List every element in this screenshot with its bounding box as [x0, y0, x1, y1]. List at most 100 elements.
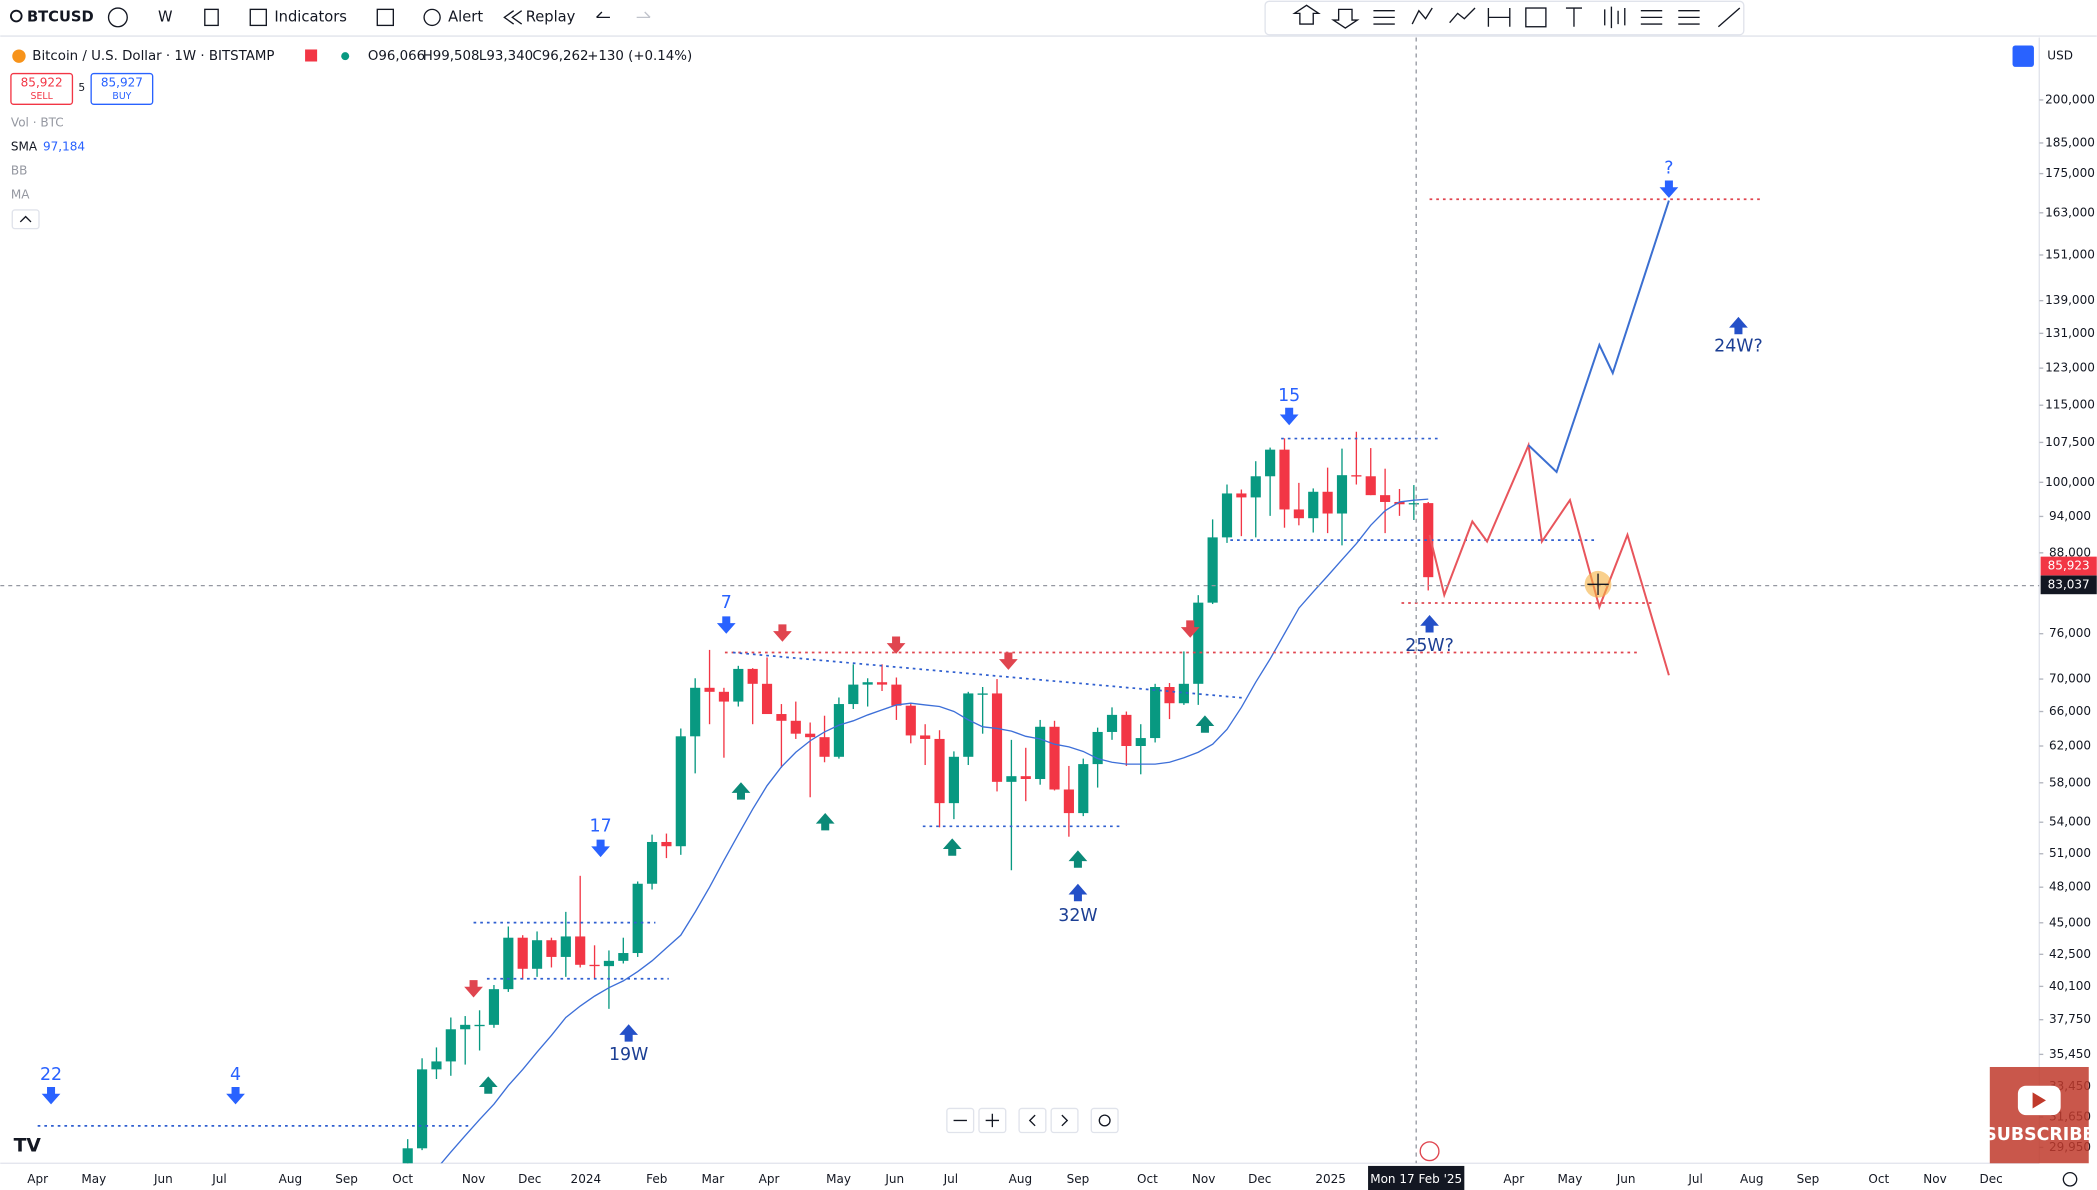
- arrow-up: [478, 1076, 498, 1094]
- candle-body: [1020, 776, 1031, 780]
- candle-body: [776, 714, 787, 721]
- y-tick-label: 58,000: [2049, 775, 2091, 789]
- candle-body: [690, 687, 701, 737]
- buy-button[interactable]: [90, 72, 154, 105]
- x-tick-label: Nov: [1923, 1172, 1946, 1186]
- candle-body: [460, 1024, 471, 1030]
- annotation: 4: [230, 1065, 241, 1085]
- x-tick-label: Feb: [646, 1172, 667, 1186]
- spread: 5: [78, 81, 85, 94]
- annotation: 7: [721, 593, 732, 613]
- scroll-right[interactable]: [1050, 1107, 1079, 1134]
- candle-body: [1121, 714, 1132, 747]
- candle-body: [474, 1024, 485, 1027]
- btc-icon: [12, 49, 26, 63]
- crosshair-time-box: [1368, 1165, 1465, 1190]
- y-tick-label: 54,000: [2049, 815, 2091, 829]
- annotation: 22: [40, 1065, 62, 1085]
- sell-button[interactable]: [10, 72, 74, 105]
- buy-label[interactable]: BUY: [112, 91, 131, 102]
- candle-body: [646, 841, 658, 884]
- undo-button[interactable]: [596, 11, 610, 19]
- candle-body: [431, 1061, 442, 1070]
- drawing-tools[interactable]: [1292, 4, 1741, 29]
- candle-body: [632, 883, 643, 954]
- replay-icon[interactable]: [503, 10, 523, 25]
- bb-indicator[interactable]: BB: [11, 164, 28, 178]
- arrow-up: [731, 782, 751, 800]
- candle-body: [1236, 493, 1247, 498]
- x-tick-label: Apr: [759, 1172, 780, 1186]
- interval[interactable]: W: [158, 8, 173, 25]
- candle-body: [416, 1069, 428, 1149]
- candle-body: [819, 737, 830, 757]
- add-symbol-button[interactable]: [107, 7, 128, 28]
- arrow-down: [1279, 407, 1299, 426]
- candle-body: [905, 705, 916, 736]
- y-tick-label: 40,100: [2049, 979, 2091, 993]
- sma-indicator[interactable]: SMA: [11, 140, 38, 154]
- annotation: 32W: [1058, 906, 1097, 926]
- annotation: 25W?: [1405, 636, 1454, 656]
- candle-body: [1423, 503, 1434, 578]
- settings-button[interactable]: [2062, 1171, 2078, 1187]
- candle-body: [1135, 738, 1146, 747]
- indicators-icon[interactable]: [249, 8, 267, 27]
- plot-area: [402, 431, 1434, 1164]
- candle-body: [920, 735, 931, 739]
- x-tick-label: Sep: [1067, 1172, 1090, 1186]
- x-tick-label: May: [81, 1172, 106, 1186]
- candle-body: [560, 936, 571, 957]
- auto-scale-button[interactable]: [2012, 45, 2034, 67]
- annotation: 24W?: [1714, 336, 1763, 356]
- x-tick-label: Nov: [1192, 1172, 1215, 1186]
- candle-body: [1322, 491, 1333, 514]
- x-tick-label: Nov: [462, 1172, 485, 1186]
- sell-price[interactable]: 85,922: [21, 75, 63, 89]
- y-tick-label: 62,000: [2049, 739, 2091, 753]
- volume-indicator[interactable]: Vol · BTC: [11, 116, 64, 130]
- replay-button[interactable]: Replay: [526, 8, 576, 25]
- reset-chart[interactable]: [1090, 1107, 1119, 1134]
- ma-indicator[interactable]: MA: [11, 188, 30, 202]
- candle-body: [761, 683, 773, 715]
- tv-logo[interactable]: TV: [14, 1135, 42, 1156]
- alert-icon[interactable]: [423, 8, 441, 27]
- annotation: ?: [1664, 158, 1673, 178]
- x-tick-label: Jul: [943, 1172, 959, 1186]
- arrow-up: [1729, 316, 1748, 335]
- candle-body: [1408, 503, 1419, 505]
- layouts-button[interactable]: [376, 8, 395, 27]
- events-icon[interactable]: [1419, 1141, 1440, 1162]
- current-price-box: [2040, 556, 2097, 576]
- indicators-button[interactable]: Indicators: [274, 8, 347, 25]
- candle-body: [1265, 449, 1276, 477]
- currency[interactable]: USD: [2047, 49, 2073, 63]
- candle-body: [1221, 493, 1233, 538]
- flag[interactable]: [305, 49, 318, 62]
- symbol[interactable]: BTCUSD: [27, 8, 94, 25]
- subscribe-label[interactable]: SUBSCRIBE: [1984, 1125, 2094, 1145]
- drawings: [0, 37, 2040, 1164]
- redo-button[interactable]: [636, 11, 651, 19]
- y-tick-label: 35,450: [2049, 1047, 2091, 1061]
- scroll-left[interactable]: [1018, 1107, 1047, 1134]
- chart-type-button[interactable]: [204, 8, 219, 27]
- x-tick-label: Jul: [211, 1172, 227, 1186]
- arrow-down: [464, 980, 483, 998]
- collapse-legend[interactable]: [11, 209, 40, 230]
- candle-body: [1078, 764, 1089, 814]
- candle-body: [1164, 687, 1175, 704]
- search-icon[interactable]: [9, 9, 23, 23]
- scroll-right-icon: [1061, 1114, 1069, 1127]
- x-tick-label: Dec: [1980, 1172, 2003, 1186]
- sma-value: 97,184: [43, 140, 85, 154]
- alert-button[interactable]: Alert: [448, 8, 483, 25]
- sell-label[interactable]: SELL: [31, 91, 54, 102]
- arrow-down: [1659, 180, 1679, 198]
- y-tick-label: 151,000: [2045, 247, 2095, 261]
- buy-price[interactable]: 85,927: [101, 75, 143, 89]
- x-tick-label: May: [1558, 1172, 1583, 1186]
- candle-body: [575, 936, 586, 965]
- ohlc-value: C96,262: [532, 49, 588, 64]
